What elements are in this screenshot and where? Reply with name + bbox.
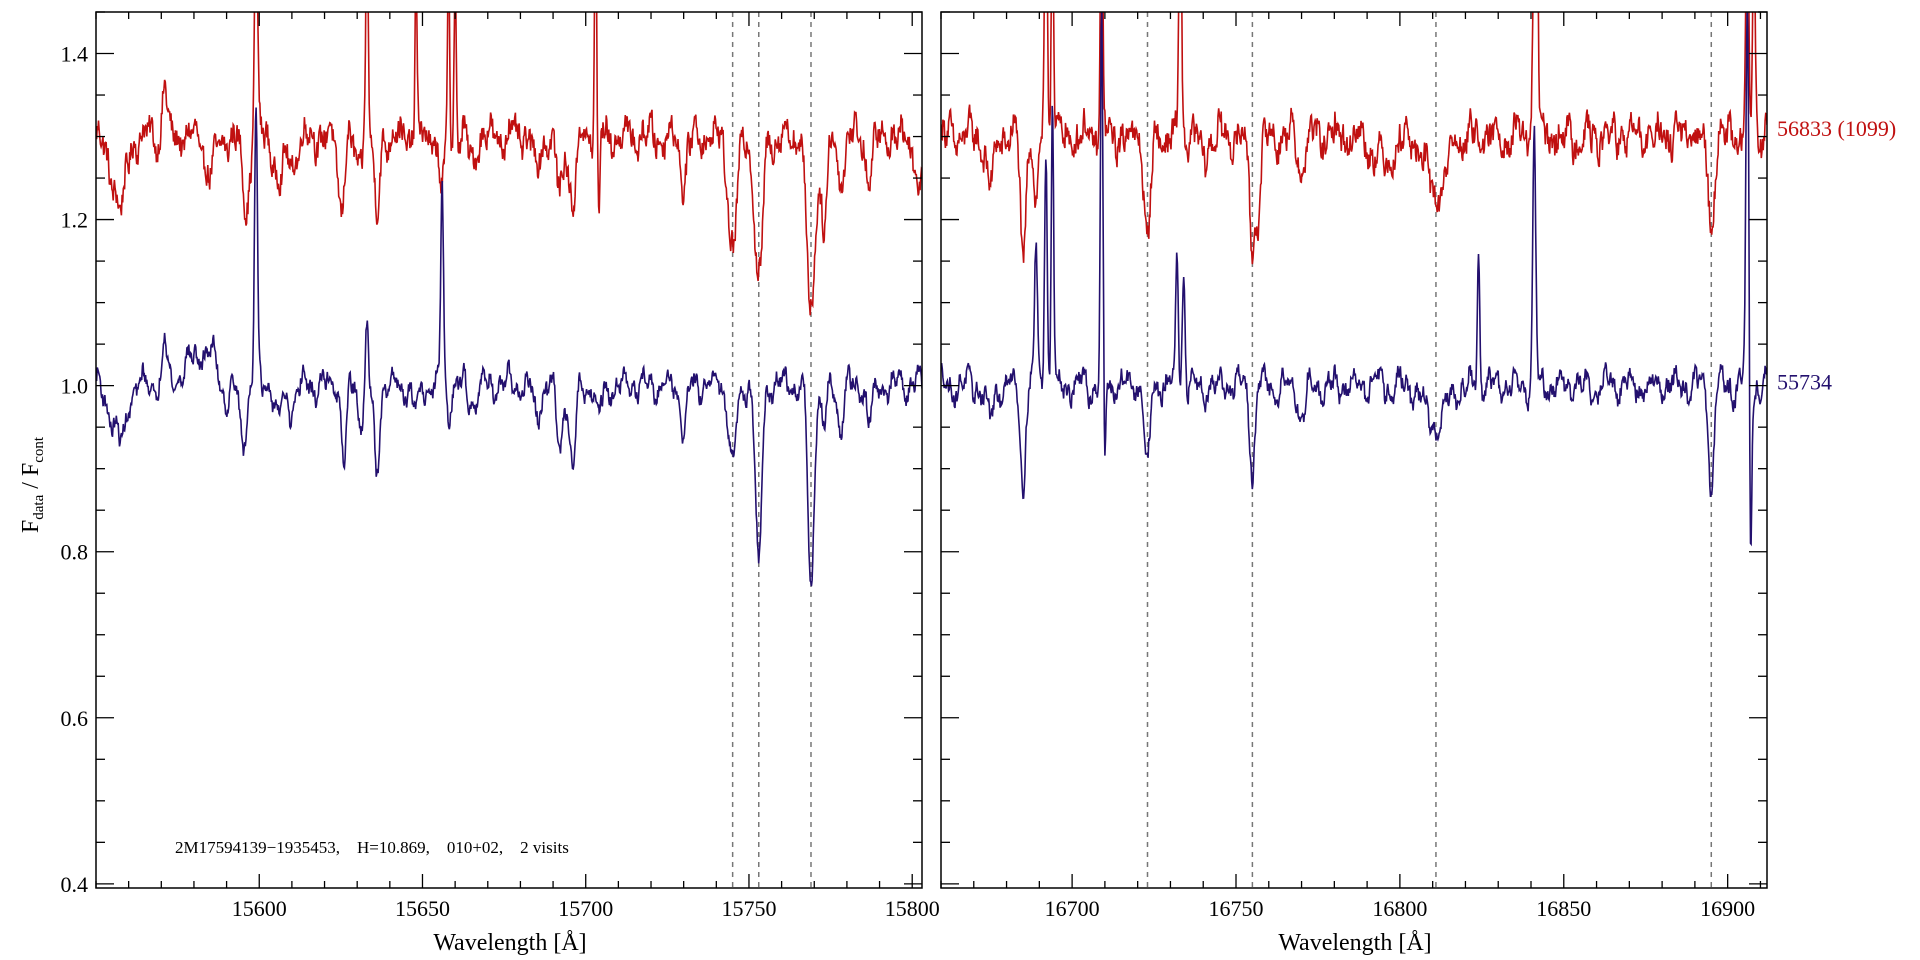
x-tick-label: 16900 [1700,896,1755,921]
series-label: 55734 [1777,369,1832,394]
x-axis-label-left: Wavelength [Å] [433,930,586,956]
spectrum-line-lower [96,107,922,587]
spectrum-line-upper [941,12,1767,265]
y-tick-label: 1.4 [61,42,89,67]
right-panel: 16700 16750 16800 16850 16900 56833 (1099) 557… [940,11,1896,921]
spectrum-line-lower [941,12,1767,547]
x-tick-label: 16700 [1045,896,1100,921]
y-tick-label: 0.6 [61,706,89,731]
x-tick-label: 15650 [395,896,450,921]
plot-frame [940,11,1768,889]
star-annotation: 2M17594139−1935453, H=10.869, 010+02, 2 … [175,838,569,857]
y-tick-label: 1.2 [61,208,89,233]
y-tick-label: 1.0 [61,374,89,399]
y-axis-label-sub2: cont [31,436,47,463]
plot-frame [95,11,923,889]
x-tick-label: 16750 [1209,896,1264,921]
y-axis-label-sub1: data [31,494,47,519]
x-tick-label: 15750 [721,896,776,921]
y-axis-label-main: F [18,520,44,533]
y-axis-label: Fdata / Fcont [18,436,47,533]
y-tick-label: 0.8 [61,540,89,565]
y-tick-label: 0.4 [61,872,89,897]
y-axis-label-sep: / F [18,463,44,495]
x-tick-label: 15800 [885,896,940,921]
x-tick-label: 15700 [558,896,613,921]
spectrum-line-upper [96,12,922,316]
x-tick-label: 16850 [1536,896,1591,921]
x-tick-label: 15600 [232,896,287,921]
x-tick-label: 16800 [1372,896,1427,921]
series-label: 56833 (1099) [1777,116,1896,141]
x-axis-label-right: Wavelength [Å] [1278,930,1431,956]
left-panel: 15600 15650 15700 15750 15800 0.4 0.6 0.8 1.0 1.2… [61,11,940,921]
